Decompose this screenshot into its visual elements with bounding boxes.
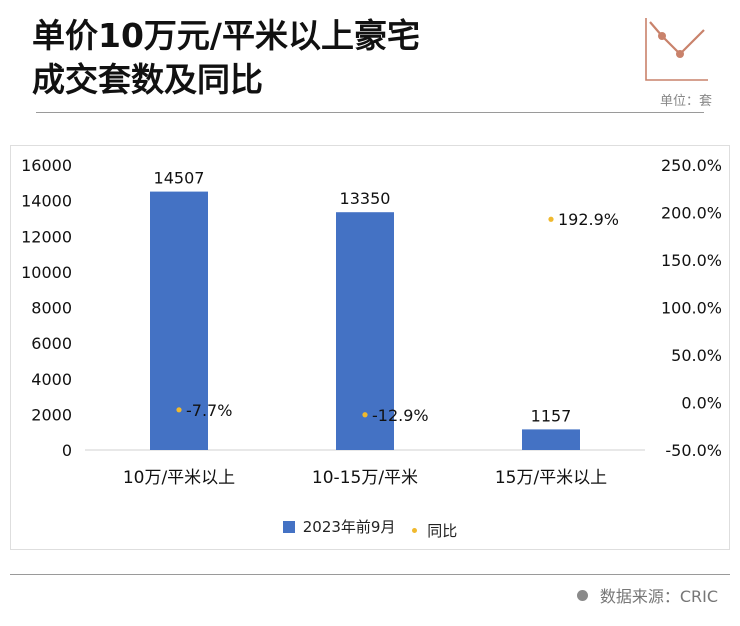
unit-label: 单位：套: [659, 94, 712, 109]
line-chart-icon: [645, 18, 708, 81]
y-axis-tick-label: 6000: [31, 334, 72, 353]
legend-bar-label: 2023年前9月: [302, 518, 396, 536]
y2-axis-tick-label: 150.0%: [661, 251, 722, 270]
footer-divider: [10, 574, 730, 575]
bar-data-label: 1157: [531, 406, 572, 425]
y-axis-tick-label: 4000: [31, 370, 72, 389]
bar-data-label: 13350: [340, 189, 391, 208]
bar-data-label: 14507: [154, 169, 205, 188]
x-axis-tick-label: 10-15万/平米: [312, 468, 418, 488]
source-bullet-icon: [576, 589, 588, 601]
chart-legend: 2023年前9月 同比: [0, 516, 740, 541]
y-axis-tick-label: 0: [62, 441, 72, 460]
x-axis-tick-label: 10万/平米以上: [123, 468, 235, 488]
yoy-point: [362, 412, 368, 418]
y2-axis-tick-label: 0.0%: [681, 394, 722, 413]
legend-dot-swatch: [412, 527, 418, 533]
title-line-2: 成交套数及同比: [32, 60, 263, 99]
yoy-data-label: -7.7%: [186, 401, 232, 420]
y-axis-tick-label: 10000: [21, 263, 72, 282]
yoy-point: [176, 407, 182, 413]
yoy-data-label: 192.9%: [558, 210, 619, 229]
x-axis-tick-label: 15万/平米以上: [495, 468, 607, 488]
title-line-1: 单价10万元/平米以上豪宅: [32, 16, 420, 55]
yoy-point: [548, 216, 554, 222]
y-axis-tick-label: 14000: [21, 192, 72, 211]
y-axis-tick-label: 8000: [31, 299, 72, 318]
chart-title: 单价10万元/平米以上豪宅 成交套数及同比: [32, 14, 592, 102]
legend-item-bars: 2023年前9月: [282, 516, 396, 537]
y2-axis-tick-label: 200.0%: [661, 204, 722, 223]
legend-dot-label: 同比: [427, 521, 458, 540]
y2-axis-tick-label: 100.0%: [661, 299, 722, 318]
header-divider: [36, 112, 704, 113]
bar: [336, 212, 394, 450]
legend-bar-swatch: [282, 520, 295, 533]
source-text: 数据来源：CRIC: [599, 587, 718, 606]
y2-axis-tick-label: -50.0%: [665, 441, 722, 460]
y2-axis-tick-label: 50.0%: [671, 346, 722, 365]
source-note: 数据来源：CRIC: [576, 583, 718, 607]
y-axis-tick-label: 12000: [21, 227, 72, 246]
yoy-data-label: -12.9%: [372, 406, 429, 425]
y2-axis-tick-label: 250.0%: [661, 156, 722, 175]
y-axis-tick-label: 16000: [21, 156, 72, 175]
y-axis-tick-label: 2000: [31, 405, 72, 424]
bar: [150, 191, 208, 450]
legend-item-yoy: 同比: [412, 520, 457, 541]
bar: [522, 429, 580, 450]
